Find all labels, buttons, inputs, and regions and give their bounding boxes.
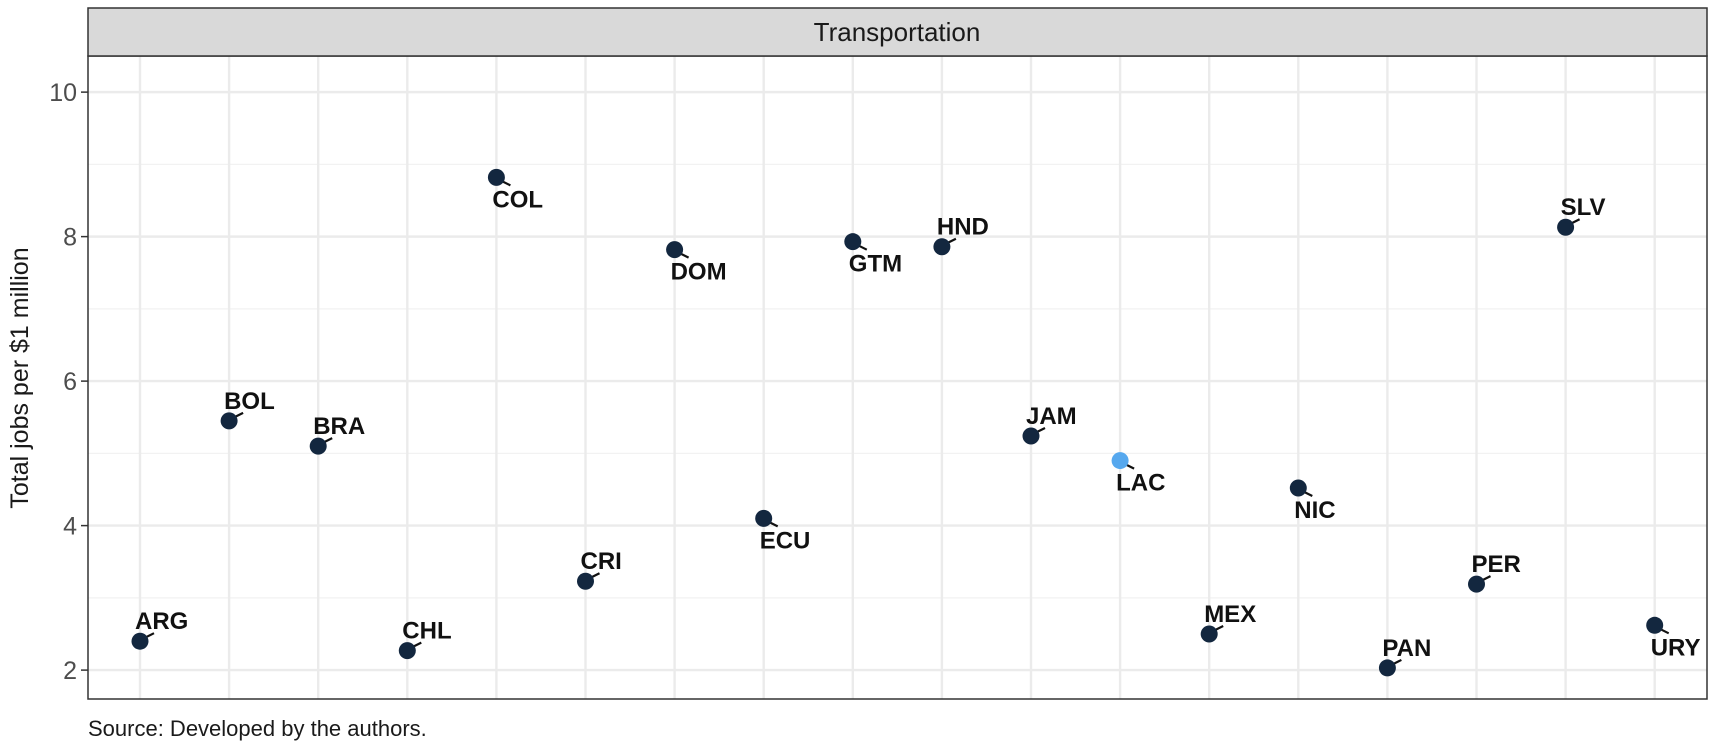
panel-border	[87, 55, 1708, 700]
point-label: PAN	[1382, 635, 1431, 662]
point-gtm: GTM	[844, 233, 902, 278]
point-lac: LAC	[1111, 452, 1165, 497]
point-label: BRA	[313, 413, 365, 440]
point-marker	[309, 437, 327, 455]
point-marker	[755, 509, 773, 527]
point-col: COL	[487, 168, 543, 213]
facet-title: Transportation	[814, 17, 981, 47]
y-tick-label: 2	[63, 657, 77, 685]
point-per: PER	[1468, 551, 1521, 593]
point-chl: CHL	[398, 618, 452, 660]
point-label: COL	[492, 186, 543, 213]
point-marker	[220, 412, 238, 430]
point-label: BOL	[224, 388, 275, 415]
point-label: JAM	[1026, 403, 1077, 430]
point-marker	[844, 233, 862, 251]
point-marker	[1200, 625, 1218, 643]
point-label: URY	[1651, 634, 1701, 661]
grid	[88, 56, 1707, 699]
point-marker	[398, 642, 416, 660]
data-points: ARG BOL BRA CHL COL CRI DOM ECU GTM HND JAM LAC MEX N…	[131, 168, 1701, 677]
point-label: PER	[1472, 551, 1521, 578]
point-label: CHL	[402, 618, 451, 645]
point-pan: PAN	[1378, 635, 1431, 677]
point-label: ECU	[760, 527, 811, 554]
point-marker	[1378, 659, 1396, 677]
source-caption: Source: Developed by the authors.	[88, 716, 427, 741]
point-label: DOM	[671, 259, 727, 286]
y-axis: 2 4 6 8 10	[49, 79, 88, 685]
point-label: ARG	[135, 608, 188, 635]
point-slv: SLV	[1557, 194, 1606, 236]
point-marker	[487, 168, 505, 186]
point-bol: BOL	[220, 388, 275, 430]
point-bra: BRA	[309, 413, 365, 455]
point-dom: DOM	[666, 241, 727, 286]
point-marker	[933, 238, 951, 256]
y-tick-label: 4	[63, 513, 77, 541]
point-label: CRI	[581, 548, 622, 575]
point-label: NIC	[1294, 497, 1335, 524]
point-hnd: HND	[933, 214, 989, 256]
point-label: MEX	[1204, 601, 1256, 628]
facet-strip	[87, 7, 1708, 57]
point-label: LAC	[1116, 470, 1165, 497]
point-marker	[666, 241, 684, 259]
point-marker	[1646, 616, 1664, 634]
point-ury: URY	[1646, 616, 1701, 661]
point-ecu: ECU	[755, 509, 811, 554]
point-marker	[1289, 479, 1307, 497]
point-mex: MEX	[1200, 601, 1256, 643]
point-marker	[577, 572, 594, 590]
point-nic: NIC	[1289, 479, 1336, 524]
point-marker	[131, 632, 149, 650]
y-tick-label: 6	[63, 368, 77, 396]
point-marker	[1022, 427, 1040, 445]
point-jam: JAM	[1022, 403, 1077, 445]
point-marker	[1111, 452, 1129, 470]
point-arg: ARG	[131, 608, 188, 650]
point-label: HND	[937, 214, 989, 241]
point-label: GTM	[849, 251, 902, 278]
y-axis-title: Total jobs per $1 million	[6, 247, 34, 508]
y-tick-label: 8	[63, 224, 77, 252]
point-cri: CRI	[577, 548, 622, 590]
point-marker	[1468, 575, 1485, 593]
point-label: SLV	[1561, 194, 1606, 221]
point-marker	[1557, 218, 1575, 236]
y-tick-label: 10	[49, 79, 77, 107]
